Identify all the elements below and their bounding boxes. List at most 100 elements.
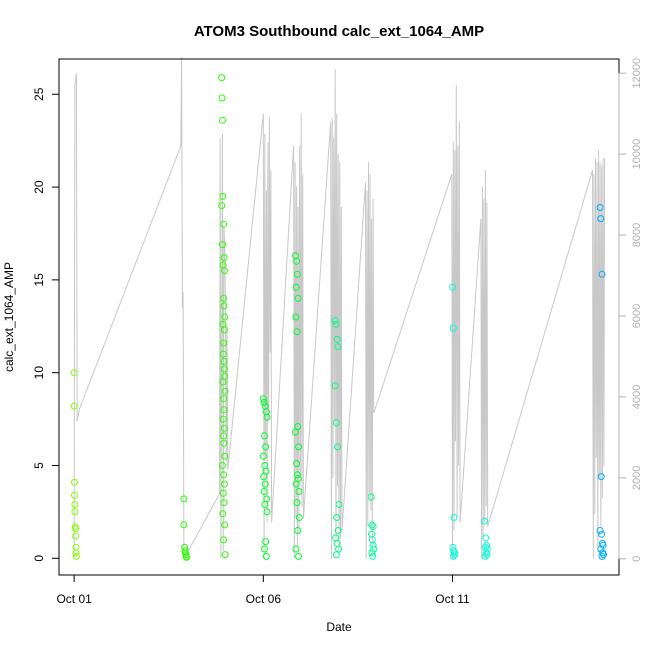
data-point xyxy=(220,220,228,228)
x-tick-label: Oct 01 xyxy=(56,592,92,606)
data-point xyxy=(483,551,491,559)
y-right-tick-label: 4000 xyxy=(631,385,643,409)
y-axis-label: calc_ext_1064_AMP xyxy=(2,262,16,372)
y-tick-label: 15 xyxy=(32,273,46,287)
data-point xyxy=(219,241,226,249)
data-point xyxy=(218,94,226,102)
data-point xyxy=(334,443,341,451)
data-point xyxy=(481,552,489,560)
data-point xyxy=(220,499,228,507)
data-point xyxy=(71,491,78,499)
data-point xyxy=(261,501,269,508)
data-point xyxy=(333,335,341,343)
data-point xyxy=(220,406,228,414)
data-point xyxy=(334,527,342,534)
data-point xyxy=(220,254,228,262)
data-point xyxy=(294,527,302,534)
secondary-line-layer xyxy=(73,56,606,560)
data-point xyxy=(221,313,229,321)
data-point xyxy=(295,514,303,521)
data-point xyxy=(220,302,228,310)
data-point xyxy=(219,415,227,423)
data-point xyxy=(219,192,227,200)
data-point xyxy=(220,480,228,488)
y-tick-label: 10 xyxy=(32,366,46,380)
data-point xyxy=(259,395,267,403)
x-axis: Oct 01 Oct 06 Oct 11 xyxy=(56,574,470,606)
data-point xyxy=(368,549,376,557)
data-point xyxy=(180,495,188,503)
data-point xyxy=(219,350,227,358)
data-point xyxy=(218,74,226,82)
y-right-tick-label: 0 xyxy=(631,556,643,562)
data-point xyxy=(263,413,271,421)
data-point xyxy=(220,424,228,432)
data-point xyxy=(293,499,301,507)
points-layer xyxy=(70,74,607,561)
data-point xyxy=(219,462,226,469)
data-point xyxy=(370,545,378,553)
data-point xyxy=(293,270,301,278)
data-point xyxy=(599,541,607,549)
data-point xyxy=(260,473,268,481)
data-point xyxy=(260,488,268,495)
data-point xyxy=(259,452,267,460)
data-point xyxy=(369,523,377,531)
data-point xyxy=(218,202,226,210)
data-point xyxy=(220,358,228,365)
data-point xyxy=(221,551,229,559)
data-point xyxy=(260,398,268,406)
x-axis-label: Date xyxy=(326,620,352,634)
data-point xyxy=(596,204,604,211)
data-point xyxy=(335,501,343,508)
data-point xyxy=(334,343,342,351)
x-tick-label: Oct 11 xyxy=(435,592,470,606)
data-point xyxy=(262,443,270,451)
chart-title: ATOM3 Southbound calc_ext_1064_AMP xyxy=(194,23,484,40)
data-point xyxy=(221,452,229,460)
data-point xyxy=(292,428,299,436)
y-right-tick-label: 6000 xyxy=(631,304,643,328)
data-point xyxy=(292,480,300,488)
data-point xyxy=(331,382,339,390)
data-point xyxy=(598,530,606,538)
data-point xyxy=(451,551,459,559)
data-point xyxy=(597,473,605,481)
data-point xyxy=(262,538,270,546)
data-point xyxy=(331,317,339,325)
data-point xyxy=(369,541,377,549)
data-point xyxy=(220,339,228,347)
data-point xyxy=(183,553,190,561)
y-tick-label: 20 xyxy=(32,180,46,194)
data-point xyxy=(483,541,491,549)
data-point xyxy=(332,320,340,328)
data-point xyxy=(294,294,302,302)
data-point xyxy=(261,480,269,488)
data-point xyxy=(72,552,80,560)
y-right-tick-label: 12000 xyxy=(631,58,643,89)
data-point xyxy=(482,534,490,542)
y-tick-label: 0 xyxy=(32,555,46,562)
y-tick-label: 5 xyxy=(32,462,46,469)
data-point xyxy=(220,395,228,403)
data-point xyxy=(219,261,227,269)
data-point xyxy=(220,536,228,544)
data-point xyxy=(292,283,300,291)
data-point xyxy=(332,551,340,559)
data-point xyxy=(261,432,268,440)
data-point xyxy=(367,493,375,501)
data-point xyxy=(219,378,227,386)
data-point xyxy=(333,514,341,521)
data-point xyxy=(263,508,271,516)
data-point xyxy=(219,116,226,124)
y-right-tick-label: 2000 xyxy=(631,466,643,490)
data-point xyxy=(293,257,301,265)
y-right-tick-label: 10000 xyxy=(631,139,643,170)
secondary-series-line xyxy=(73,56,606,560)
data-point xyxy=(450,514,458,521)
data-point xyxy=(600,551,607,559)
data-point xyxy=(221,387,229,395)
data-point xyxy=(72,549,80,557)
